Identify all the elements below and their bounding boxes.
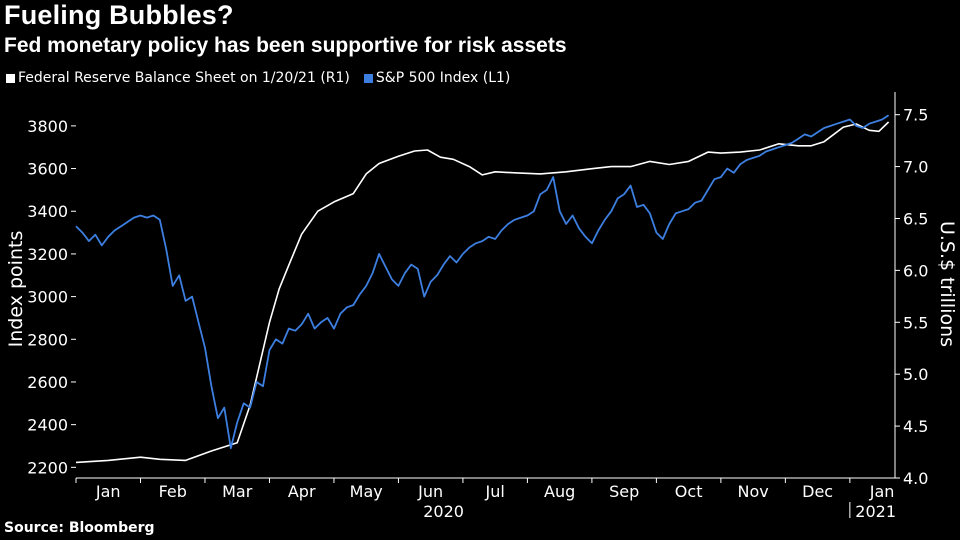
x-tick-label: Jan bbox=[95, 482, 121, 501]
legend-label-fed: Federal Reserve Balance Sheet on 1/20/21… bbox=[18, 70, 350, 86]
legend-swatch-fed bbox=[6, 73, 15, 83]
x-tick-label: Jun bbox=[417, 482, 443, 501]
left-tick-label: 3200 bbox=[27, 245, 68, 264]
right-tick-label: 7.5 bbox=[903, 106, 928, 125]
left-tick-label: 2600 bbox=[27, 373, 68, 392]
right-tick-label: 5.0 bbox=[903, 365, 928, 384]
right-tick-label: 5.5 bbox=[903, 313, 928, 332]
right-tick-label: 4.5 bbox=[903, 417, 928, 436]
x-tick-label: Mar bbox=[222, 482, 253, 501]
year-label: 2020 bbox=[423, 502, 464, 521]
legend-label-spx: S&P 500 Index (L1) bbox=[375, 70, 511, 86]
chart-series bbox=[75, 114, 890, 464]
left-tick-label: 2800 bbox=[27, 330, 68, 349]
legend-swatch-spx bbox=[363, 73, 373, 83]
left-axis-title: Index points bbox=[5, 231, 27, 348]
left-tick-label: 3000 bbox=[27, 288, 68, 307]
x-tick-label: May bbox=[350, 482, 383, 501]
source-note: Source: Bloomberg bbox=[4, 520, 155, 536]
year-label: 2021 bbox=[855, 502, 896, 521]
x-tick-label: Sep bbox=[609, 482, 639, 501]
right-tick-label: 4.0 bbox=[903, 469, 928, 488]
x-tick-label: Jul bbox=[485, 482, 505, 501]
legend-item-spx: S&P 500 Index (L1) bbox=[363, 70, 511, 86]
x-tick-label: Apr bbox=[288, 482, 316, 501]
legend-item-fed: Federal Reserve Balance Sheet on 1/20/21… bbox=[6, 70, 350, 86]
left-tick-label: 3400 bbox=[27, 202, 68, 221]
x-tick-label: Oct bbox=[675, 482, 703, 501]
x-tick-label: Aug bbox=[544, 482, 575, 501]
left-tick-label: 3600 bbox=[27, 160, 68, 179]
right-tick-label: 6.0 bbox=[903, 261, 928, 280]
x-tick-label: Jan bbox=[869, 482, 895, 501]
left-tick-label: 2400 bbox=[27, 416, 68, 435]
right-tick-label: 7.0 bbox=[903, 158, 928, 177]
x-tick-label: Nov bbox=[738, 482, 769, 501]
x-tick-label: Feb bbox=[159, 482, 187, 501]
chart-axes: 2200 2400 2600 2800 3000 3200 3400 3600 3800 4.0 4… bbox=[5, 92, 958, 521]
right-axis-title: U.S.$ trillions bbox=[936, 221, 958, 347]
left-tick-label: 3800 bbox=[27, 117, 68, 136]
left-tick-label: 2200 bbox=[27, 458, 68, 477]
right-tick-label: 6.5 bbox=[903, 209, 928, 228]
sp500-index-line bbox=[75, 114, 890, 450]
chart-title: Fueling Bubbles? bbox=[4, 0, 234, 30]
x-tick-label: Dec bbox=[802, 482, 833, 501]
fed-balance-sheet-line bbox=[75, 121, 890, 464]
chart-subtitle: Fed monetary policy has been supportive … bbox=[4, 34, 567, 57]
legend: Federal Reserve Balance Sheet on 1/20/21… bbox=[6, 70, 524, 86]
